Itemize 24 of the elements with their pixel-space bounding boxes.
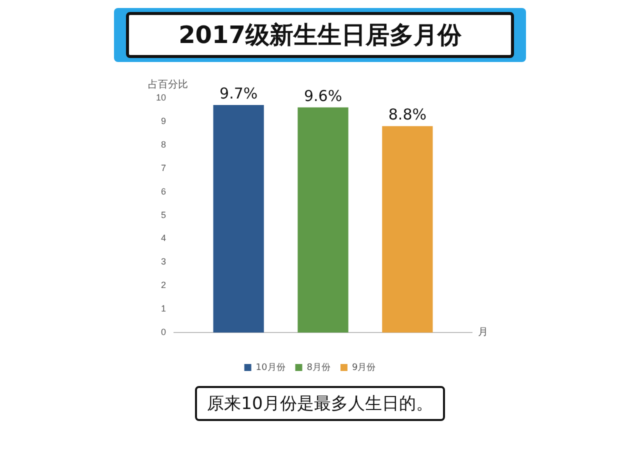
y-tick-label: 6 (160, 186, 166, 196)
legend-label: 9月份 (352, 362, 376, 373)
y-tick-label: 2 (160, 280, 166, 290)
y-axis-title: 占百分比 (148, 78, 188, 91)
y-tick-label: 4 (160, 233, 166, 244)
data-label: 9.6% (304, 86, 342, 105)
bar (213, 105, 264, 333)
y-tick-label: 8 (160, 139, 166, 150)
legend-label: 8月份 (306, 362, 330, 373)
data-label: 9.7% (220, 84, 258, 102)
data-label: 8.8% (388, 106, 426, 124)
y-tick-label: 10 (156, 92, 166, 102)
legend-label: 10月份 (256, 362, 286, 373)
bar (382, 126, 433, 333)
y-tick-label: 5 (160, 210, 166, 220)
bar (298, 107, 348, 333)
y-tick-label: 3 (160, 256, 166, 267)
x-axis-title: 月 (478, 327, 488, 338)
chart-title: 2017级新生生日居多月份 (126, 12, 514, 58)
y-tick-label: 0 (160, 327, 166, 338)
y-tick-label: 1 (160, 304, 166, 314)
y-tick-label: 9 (160, 116, 166, 126)
y-tick-label: 7 (160, 162, 166, 173)
text: 原来10月份是最多人生日的。 (195, 386, 445, 421)
